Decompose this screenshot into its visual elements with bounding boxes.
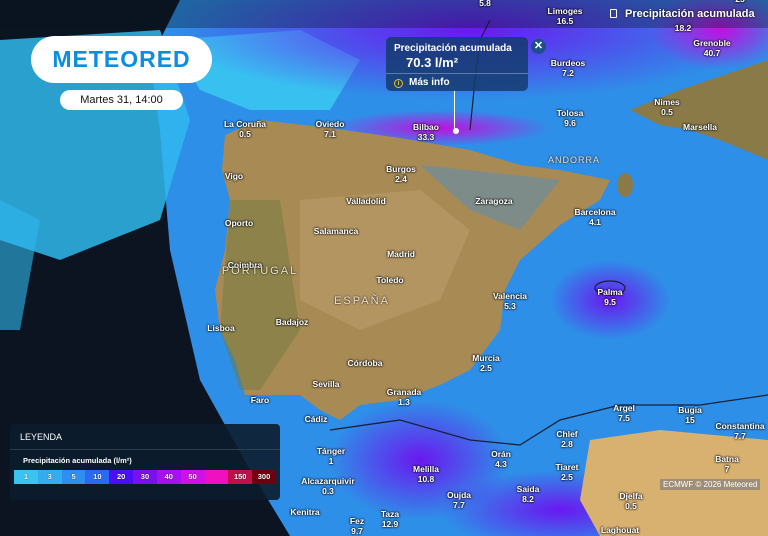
legend-stop: 3	[37, 470, 62, 484]
city-label[interactable]: Batna 7	[715, 454, 739, 474]
city-label[interactable]: Orán 4.3	[491, 449, 511, 469]
city-label[interactable]: Oviedo 7.1	[315, 119, 345, 139]
city-label[interactable]: Bilbao 33.3	[413, 122, 439, 142]
city-label[interactable]: Vigo	[224, 171, 244, 181]
city-label[interactable]: Marsella	[682, 122, 718, 132]
layer-title-text: Precipitación acumulada	[625, 8, 755, 20]
legend-stop: 1	[14, 470, 38, 484]
top-bar	[0, 0, 768, 28]
city-label[interactable]: Madrid	[387, 249, 415, 259]
legend-heading: LEYENDA	[10, 424, 280, 450]
city-label[interactable]: Kenitra	[290, 507, 320, 517]
city-label[interactable]: Murcia 2.5	[472, 353, 500, 373]
city-label[interactable]: Limoges 16.5	[547, 6, 583, 26]
city-label[interactable]: Tiaret 2.5	[555, 462, 579, 482]
country-label: ESPAÑA	[334, 295, 390, 307]
legend-stop: 30	[133, 470, 157, 484]
city-label[interactable]: Taza 12.9	[380, 509, 400, 529]
city-label[interactable]: Lisboa	[207, 323, 235, 333]
city-label[interactable]: Alcazarquivir 0.3	[301, 476, 355, 496]
info-icon: i	[394, 79, 403, 88]
city-label[interactable]: Argel 7.5	[613, 403, 635, 423]
city-label[interactable]: Sevilla	[312, 379, 340, 389]
city-label[interactable]: Salamanca	[313, 226, 359, 236]
city-label[interactable]: 18.2	[674, 23, 692, 33]
legend-stop: 300	[252, 470, 276, 484]
legend-stop: 5	[61, 470, 86, 484]
legend-title: Precipitación acumulada (l/m²)	[23, 456, 132, 465]
city-label[interactable]: Valladolid	[346, 196, 386, 206]
city-label[interactable]: Burdeos 7.2	[550, 58, 586, 78]
city-label[interactable]: Constantina 7.7	[715, 421, 765, 441]
city-label[interactable]: Fez 9.7	[349, 516, 365, 536]
rain-gauge-icon	[610, 9, 617, 18]
popup-pointer	[454, 90, 455, 130]
more-info-link[interactable]: i Más info	[386, 74, 528, 88]
legend-panel: LEYENDA Precipitación acumulada (l/m²) 1…	[10, 424, 280, 500]
city-label[interactable]: 25	[735, 0, 744, 4]
legend-stop: 20	[109, 470, 134, 484]
country-label: ANDORRA	[547, 155, 601, 165]
legend-color-scale: 1 3 5 10 20 30 40 50 150 300	[14, 470, 276, 484]
city-label[interactable]: Grenoble 40.7	[693, 38, 731, 58]
city-label[interactable]: Oujda 7.7	[446, 490, 472, 510]
selected-location-marker[interactable]	[453, 128, 459, 134]
city-label[interactable]: Faro	[250, 395, 270, 405]
location-popup: Precipitación acumulada 70.3 l/m² i Más i…	[386, 37, 528, 91]
france-coast-land	[630, 60, 768, 160]
city-label[interactable]: Bugia 15	[678, 405, 702, 425]
city-label[interactable]: Granada 1.3	[386, 387, 422, 407]
city-label[interactable]: Coimbra	[227, 260, 263, 270]
legend-stop: 150	[228, 470, 253, 484]
city-label[interactable]: Djelfa 0.5	[619, 491, 643, 511]
city-label[interactable]: Toledo	[376, 275, 404, 285]
city-label[interactable]: Córdoba	[347, 358, 383, 368]
popup-title: Precipitación acumulada	[394, 43, 512, 54]
city-label[interactable]: Melilla 10.8	[413, 464, 439, 484]
city-label[interactable]: Tánger 1	[316, 446, 346, 466]
country-label: PORTUGAL	[221, 265, 299, 277]
city-label[interactable]: Laghouat	[600, 525, 640, 535]
forecast-date[interactable]: Martes 31, 14:00	[60, 90, 183, 110]
legend-stop: 50	[180, 470, 205, 484]
credit: ECMWF © 2026 Meteored	[660, 479, 761, 490]
close-popup-button[interactable]: ✕	[531, 39, 546, 54]
legend-stop	[204, 470, 229, 484]
city-label[interactable]: Palma 9.5	[597, 287, 623, 307]
city-label[interactable]: Valencia 5.3	[492, 291, 528, 311]
city-label[interactable]: Tolosa 9.6	[556, 108, 584, 128]
popup-value: 70.3 l/m²	[406, 55, 459, 70]
layer-title[interactable]: Precipitación acumulada	[610, 8, 755, 20]
legend-stop: 10	[85, 470, 110, 484]
city-label[interactable]: Nimes 0.5	[654, 97, 680, 117]
meteored-logo[interactable]: METEORED	[31, 36, 212, 83]
more-info-text: Más info	[409, 77, 450, 88]
city-label[interactable]: La Coruña 0.5	[223, 119, 267, 139]
legend-stop: 40	[156, 470, 181, 484]
city-label[interactable]: Badajoz	[275, 317, 309, 327]
city-label[interactable]: Saida 8.2	[516, 484, 540, 504]
city-label[interactable]: Zaragoza	[475, 196, 513, 206]
city-label[interactable]: Barcelona 4.1	[574, 207, 616, 227]
city-label[interactable]: Burgos 2.4	[386, 164, 416, 184]
city-label[interactable]: Cádiz	[304, 414, 328, 424]
city-label[interactable]: Oporto	[224, 218, 254, 228]
city-label[interactable]: 5.8	[479, 0, 491, 8]
city-label[interactable]: Chlef 2.8	[556, 429, 578, 449]
